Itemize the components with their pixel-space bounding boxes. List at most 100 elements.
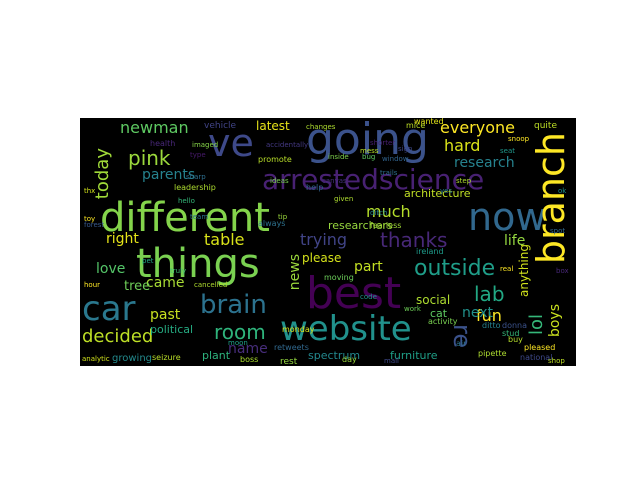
cloud-word: room xyxy=(214,320,266,344)
cloud-word: air xyxy=(456,339,467,348)
cloud-word: toy xyxy=(84,215,96,223)
cloud-word: work xyxy=(404,305,421,313)
cloud-word: ditto xyxy=(482,321,501,330)
cloud-word: bug xyxy=(362,153,376,161)
cloud-word: sharp xyxy=(186,173,206,181)
cloud-word: next xyxy=(462,305,494,321)
cloud-word: website xyxy=(280,309,412,349)
cloud-word: today xyxy=(92,148,113,200)
cloud-word: shop xyxy=(548,357,565,365)
cloud-word: cancelled xyxy=(194,281,228,289)
cloud-word: mess xyxy=(360,147,379,155)
cloud-word: decided xyxy=(82,326,154,347)
cloud-word: box xyxy=(556,267,569,275)
cloud-word: shorter xyxy=(370,139,396,147)
cloud-word: changes xyxy=(306,123,336,131)
cloud-word: life xyxy=(504,233,526,249)
cloud-word: leadership xyxy=(174,183,216,192)
cloud-word: snoop xyxy=(508,135,530,143)
cloud-word: re xyxy=(448,324,476,349)
cloud-word: moving xyxy=(324,273,354,282)
cloud-word: arrestedscience xyxy=(262,163,485,196)
cloud-word: right xyxy=(106,231,139,247)
cloud-word: quite xyxy=(534,121,557,131)
cloud-word: accidentally xyxy=(266,141,309,149)
cloud-word: hour xyxy=(84,281,101,289)
cloud-word: fearless xyxy=(370,221,402,230)
cloud-word: lab xyxy=(474,282,505,306)
cloud-word: pet xyxy=(142,257,154,265)
cloud-word: seizure xyxy=(152,353,181,362)
cloud-word: researchers xyxy=(328,219,393,232)
cloud-word: monday xyxy=(282,325,315,334)
cloud-word: trails xyxy=(380,169,398,177)
word-cloud: different things best going ve now branc… xyxy=(80,118,576,366)
cloud-word: news xyxy=(287,254,303,291)
cloud-word: ok xyxy=(558,187,567,195)
cloud-word: canvas xyxy=(322,177,347,185)
cloud-word: part xyxy=(354,259,383,275)
cloud-word: ireland xyxy=(416,247,444,256)
cloud-word: hard xyxy=(444,136,481,155)
cloud-word: past xyxy=(150,307,181,323)
cloud-word: things xyxy=(136,241,260,287)
cloud-word: furniture xyxy=(390,349,438,362)
cloud-word: mail xyxy=(384,357,399,365)
cloud-word: anything xyxy=(517,244,531,297)
cloud-word: name xyxy=(228,341,268,357)
cloud-word: wanted xyxy=(414,118,444,126)
cloud-word: tree xyxy=(124,279,151,294)
cloud-word: spectrum xyxy=(308,349,361,362)
cloud-word: day xyxy=(342,355,357,364)
cloud-word: retweets xyxy=(274,343,309,352)
cloud-word: boss xyxy=(240,355,259,364)
cloud-word: hello xyxy=(178,197,195,205)
cloud-word: love xyxy=(96,261,126,277)
cloud-word: came xyxy=(146,275,185,291)
cloud-word: spot xyxy=(550,227,566,235)
cloud-word: trying xyxy=(300,230,348,249)
cloud-word: real xyxy=(500,265,514,273)
cloud-word: thx xyxy=(84,187,96,195)
cloud-word: window xyxy=(382,155,409,163)
cloud-word: pleased xyxy=(524,343,556,352)
cloud-word: tip xyxy=(278,213,288,221)
cloud-word: boys xyxy=(547,304,563,338)
cloud-word: pipette xyxy=(478,349,507,358)
cloud-word: buy xyxy=(508,335,523,344)
cloud-word: car xyxy=(82,289,136,329)
cloud-word: always xyxy=(258,219,286,228)
cloud-word: research xyxy=(454,155,515,171)
cloud-word: inside xyxy=(328,153,349,161)
cloud-word: brain xyxy=(200,290,267,320)
cloud-word: architecture xyxy=(404,187,471,200)
cloud-word: table xyxy=(204,230,245,249)
cloud-word: thanks xyxy=(380,228,448,252)
cloud-word: going xyxy=(306,118,429,165)
cloud-word: team xyxy=(190,213,209,221)
cloud-word: political xyxy=(150,323,194,336)
cloud-word: forest xyxy=(84,221,105,229)
cloud-word: imaged xyxy=(192,141,219,149)
cloud-word: fun xyxy=(476,306,502,325)
cloud-word: please xyxy=(302,251,342,265)
cloud-word: health xyxy=(150,139,176,148)
cloud-word: step xyxy=(456,177,472,185)
cloud-word: help xyxy=(306,183,324,192)
cloud-word: now xyxy=(468,195,547,239)
cloud-word: best xyxy=(306,268,402,319)
cloud-word: promote xyxy=(258,155,292,164)
cloud-word: branch xyxy=(529,132,573,265)
cloud-word: code xyxy=(360,293,377,301)
cloud-word: vehicle xyxy=(204,121,237,131)
cloud-word: plant xyxy=(202,349,231,362)
cloud-word: growing xyxy=(112,353,152,364)
cloud-word: much xyxy=(366,202,411,221)
cloud-word: national xyxy=(520,353,553,362)
cloud-word: analytic xyxy=(82,355,110,363)
cloud-word: lol xyxy=(526,314,547,336)
cloud-word: outside xyxy=(414,256,496,281)
cloud-word: donna xyxy=(502,321,528,330)
cloud-word: pink xyxy=(128,146,171,170)
cloud-word: ideas xyxy=(270,177,289,185)
